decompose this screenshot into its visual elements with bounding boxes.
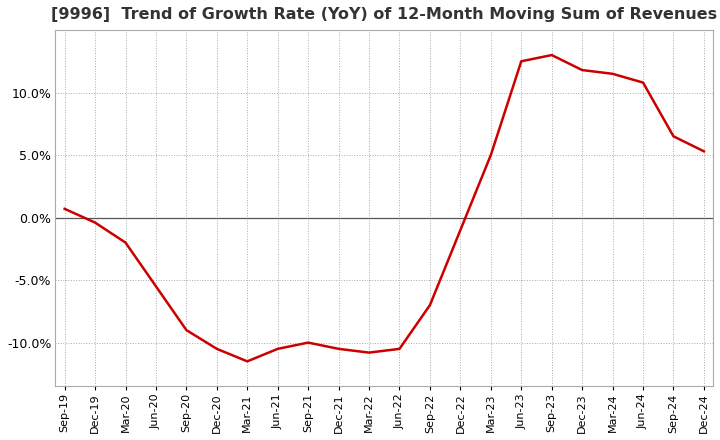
Title: [9996]  Trend of Growth Rate (YoY) of 12-Month Moving Sum of Revenues: [9996] Trend of Growth Rate (YoY) of 12-… — [51, 7, 717, 22]
